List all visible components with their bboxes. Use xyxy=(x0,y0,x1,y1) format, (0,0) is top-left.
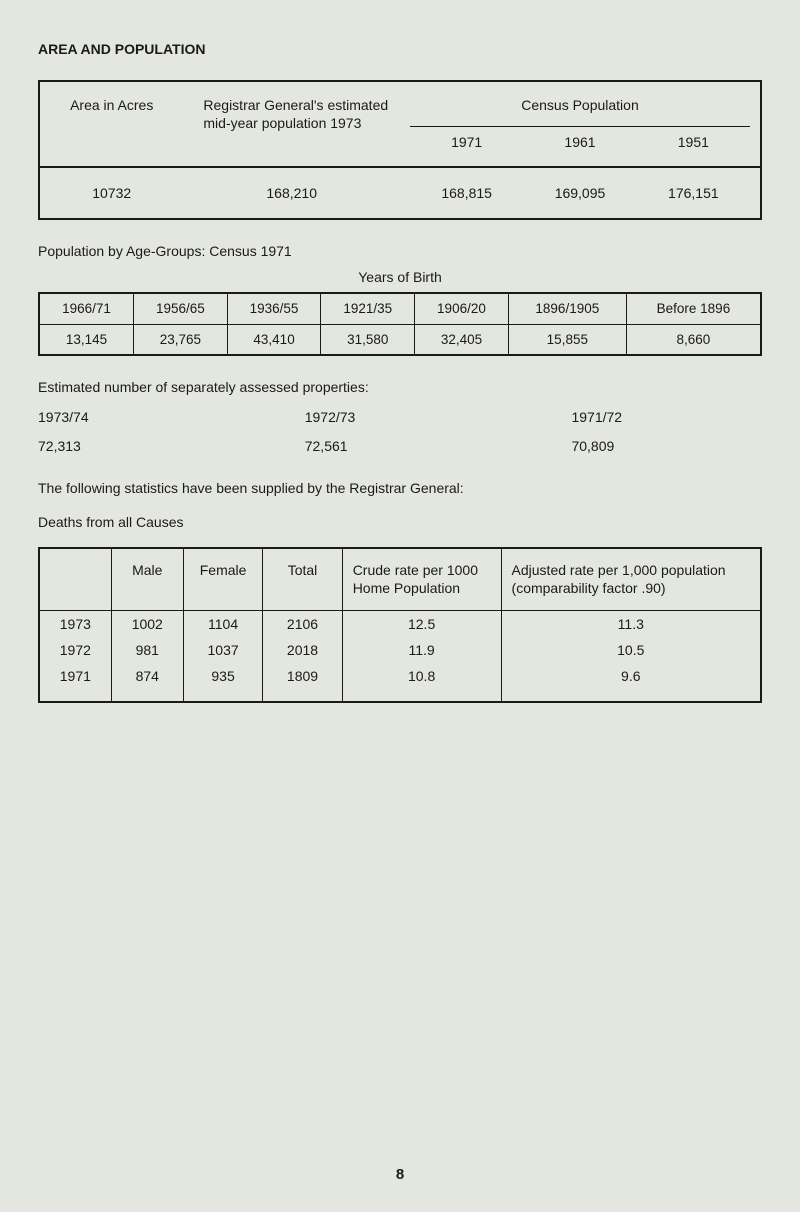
d-r1-year: 1972 xyxy=(39,637,111,663)
d-r1-total: 2018 xyxy=(263,637,342,663)
ag-v0: 13,145 xyxy=(39,324,134,355)
page-number: 8 xyxy=(0,1165,800,1185)
prop-year-0: 1973/74 xyxy=(38,408,305,426)
d-r2-total: 1809 xyxy=(263,663,342,689)
deaths-col-total: Total xyxy=(263,548,342,610)
d-r0-crude: 12.5 xyxy=(342,610,501,637)
prop-val-1: 72,561 xyxy=(305,437,572,455)
deaths-col-year xyxy=(39,548,111,610)
d-r2-crude: 10.8 xyxy=(342,663,501,689)
statistics-text: The following statistics have been suppl… xyxy=(38,479,762,497)
d-r1-crude: 11.9 xyxy=(342,637,501,663)
prop-val-0: 72,313 xyxy=(38,437,305,455)
prop-val-2: 70,809 xyxy=(571,437,762,455)
census-val-0: 168,815 xyxy=(410,184,523,202)
properties-heading: Estimated number of separately assessed … xyxy=(38,378,762,396)
d-r2-year: 1971 xyxy=(39,663,111,689)
d-r1-female: 1037 xyxy=(183,637,262,663)
census-year-2: 1951 xyxy=(637,133,750,151)
ag-h0: 1966/71 xyxy=(39,293,134,324)
deaths-col-female: Female xyxy=(183,548,262,610)
age-groups-heading: Population by Age-Groups: Census 1971 xyxy=(38,242,762,260)
census-val-1: 169,095 xyxy=(523,184,636,202)
census-year-1: 1961 xyxy=(523,133,636,151)
age-groups-subheading: Years of Birth xyxy=(38,268,762,286)
page-title: AREA AND POPULATION xyxy=(38,40,762,58)
deaths-col-male: Male xyxy=(111,548,183,610)
d-r0-male: 1002 xyxy=(111,610,183,637)
d-r0-adj: 11.3 xyxy=(501,610,761,637)
ag-v2: 43,410 xyxy=(227,324,321,355)
age-groups-table: 1966/71 1956/65 1936/55 1921/35 1906/20 … xyxy=(38,292,762,356)
ag-h5: 1896/1905 xyxy=(508,293,626,324)
ag-v3: 31,580 xyxy=(321,324,415,355)
prop-year-1: 1972/73 xyxy=(305,408,572,426)
ag-h1: 1956/65 xyxy=(134,293,228,324)
value-census-row: 168,815 169,095 176,151 xyxy=(400,167,761,219)
d-r2-adj: 9.6 xyxy=(501,663,761,689)
d-r1-male: 981 xyxy=(111,637,183,663)
d-r2-male: 874 xyxy=(111,663,183,689)
census-year-0: 1971 xyxy=(410,133,523,151)
area-population-table: Area in Acres Registrar General's estima… xyxy=(38,80,762,220)
value-area: 10732 xyxy=(39,167,183,219)
d-r0-total: 2106 xyxy=(263,610,342,637)
header-registrar: Registrar General's estimated mid-year p… xyxy=(183,81,400,166)
deaths-col-adjusted: Adjusted rate per 1,000 population (comp… xyxy=(501,548,761,610)
census-val-2: 176,151 xyxy=(637,184,750,202)
d-r0-year: 1973 xyxy=(39,610,111,637)
census-label: Census Population xyxy=(410,96,750,120)
ag-h4: 1906/20 xyxy=(415,293,509,324)
deaths-heading: Deaths from all Causes xyxy=(38,513,762,531)
deaths-table: Male Female Total Crude rate per 1000 Ho… xyxy=(38,547,762,703)
ag-h6: Before 1896 xyxy=(626,293,761,324)
deaths-col-crude: Crude rate per 1000 Home Population xyxy=(342,548,501,610)
properties-section: Estimated number of separately assessed … xyxy=(38,378,762,455)
header-census: Census Population 1971 1961 1951 xyxy=(400,81,761,166)
ag-v1: 23,765 xyxy=(134,324,228,355)
d-r2-female: 935 xyxy=(183,663,262,689)
ag-h3: 1921/35 xyxy=(321,293,415,324)
value-registrar: 168,210 xyxy=(183,167,400,219)
ag-h2: 1936/55 xyxy=(227,293,321,324)
prop-year-2: 1971/72 xyxy=(571,408,762,426)
ag-v6: 8,660 xyxy=(626,324,761,355)
d-r1-adj: 10.5 xyxy=(501,637,761,663)
ag-v5: 15,855 xyxy=(508,324,626,355)
ag-v4: 32,405 xyxy=(415,324,509,355)
header-area: Area in Acres xyxy=(39,81,183,166)
d-r0-female: 1104 xyxy=(183,610,262,637)
census-years: 1971 1961 1951 xyxy=(410,126,750,151)
